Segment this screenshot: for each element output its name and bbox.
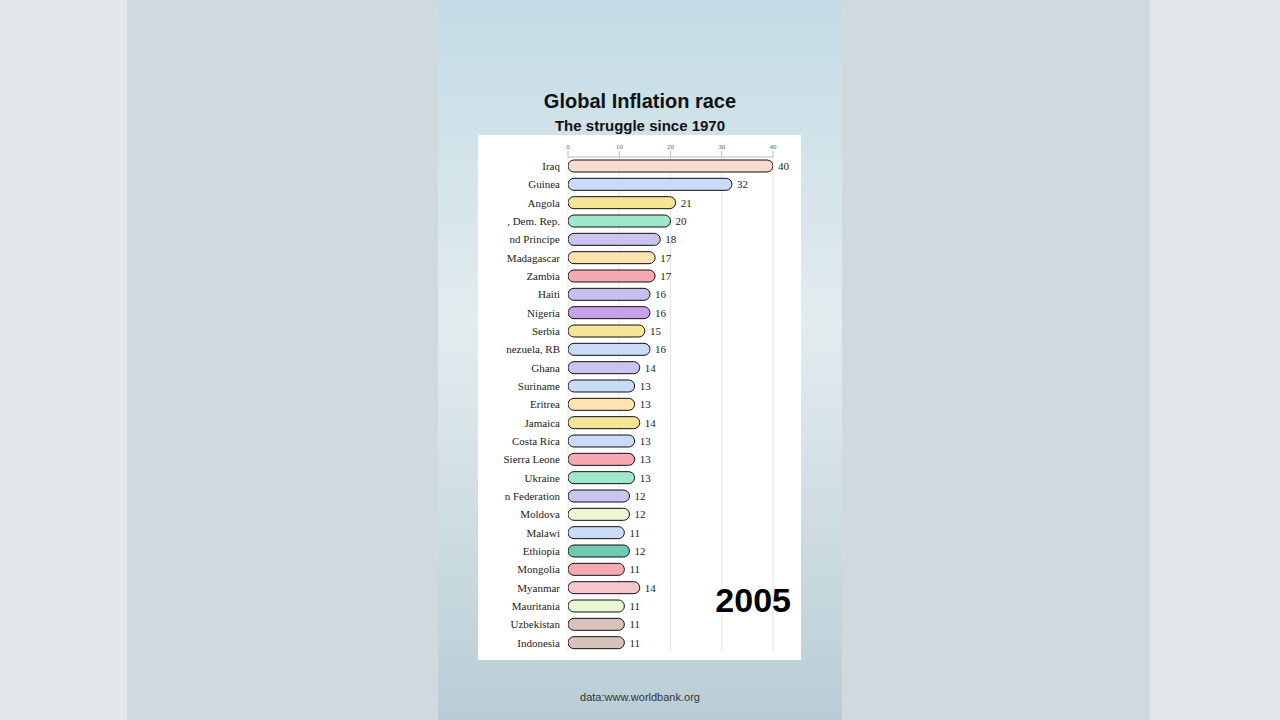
svg-text:13: 13 [640, 398, 652, 410]
svg-text:16: 16 [655, 343, 667, 355]
html-text:2005: 2005 [715, 581, 791, 619]
svg-text:, Dem. Rep.: , Dem. Rep. [507, 215, 560, 227]
svg-text:Guinea: Guinea [528, 178, 560, 190]
svg-text:Mauritania: Mauritania [512, 600, 560, 612]
svg-text:Serbia: Serbia [532, 325, 560, 337]
svg-text:40: 40 [778, 160, 790, 172]
svg-text:Madagascar: Madagascar [507, 252, 560, 264]
svg-text:15: 15 [650, 325, 662, 337]
svg-text:Jamaica: Jamaica [525, 417, 561, 429]
svg-text:10: 10 [616, 143, 624, 151]
svg-text:11: 11 [629, 563, 640, 575]
svg-text:40: 40 [770, 143, 778, 151]
svg-text:12: 12 [635, 545, 646, 557]
svg-text:nd Principe: nd Principe [510, 233, 561, 245]
html-text:The struggle since 1970: The struggle since 1970 [555, 117, 725, 134]
svg-text:17: 17 [660, 270, 672, 282]
svg-text:Angola: Angola [528, 197, 561, 209]
svg-text:18: 18 [665, 233, 677, 245]
svg-text:21: 21 [681, 197, 692, 209]
html-text:Global Inflation race: Global Inflation race [543, 90, 737, 112]
svg-text:Moldova: Moldova [520, 508, 560, 520]
svg-text:14: 14 [645, 417, 657, 429]
svg-text:30: 30 [718, 143, 726, 151]
html-text:data:www.worldbank.org: data:www.worldbank.org [580, 691, 700, 703]
svg-text:16: 16 [655, 288, 667, 300]
svg-text:Uzbekistan: Uzbekistan [511, 618, 561, 630]
svg-text:0: 0 [566, 143, 570, 151]
svg-text:nezuela, RB: nezuela, RB [506, 343, 560, 355]
svg-text:14: 14 [645, 362, 657, 374]
svg-text:13: 13 [640, 472, 652, 484]
svg-text:Malawi: Malawi [526, 527, 560, 539]
svg-text:17: 17 [660, 252, 672, 264]
svg-text:13: 13 [640, 380, 652, 392]
svg-text:13: 13 [640, 435, 652, 447]
svg-text:12: 12 [635, 508, 646, 520]
svg-text:11: 11 [629, 600, 640, 612]
svg-text:11: 11 [629, 618, 640, 630]
svg-text:11: 11 [629, 637, 640, 649]
svg-text:20: 20 [676, 215, 688, 227]
svg-text:Myanmar: Myanmar [517, 582, 560, 594]
svg-text:Sierra Leone: Sierra Leone [504, 453, 561, 465]
svg-text:13: 13 [640, 453, 652, 465]
svg-text:16: 16 [655, 307, 667, 319]
svg-text:Zambia: Zambia [526, 270, 560, 282]
svg-text:n Federation: n Federation [505, 490, 561, 502]
svg-text:Nigeria: Nigeria [527, 307, 560, 319]
svg-text:11: 11 [629, 527, 640, 539]
svg-text:Haiti: Haiti [538, 288, 560, 300]
svg-text:Iraq: Iraq [542, 160, 560, 172]
svg-text:32: 32 [737, 178, 748, 190]
svg-text:Costa Rica: Costa Rica [512, 435, 560, 447]
svg-text:Indonesia: Indonesia [517, 637, 560, 649]
svg-text:20: 20 [667, 143, 675, 151]
svg-text:Mongolia: Mongolia [517, 563, 560, 575]
svg-text:Ethiopia: Ethiopia [523, 545, 560, 557]
svg-text:12: 12 [635, 490, 646, 502]
svg-text:Eritrea: Eritrea [530, 398, 560, 410]
svg-text:Ukraine: Ukraine [525, 472, 561, 484]
svg-text:Suriname: Suriname [518, 380, 560, 392]
svg-text:Ghana: Ghana [531, 362, 560, 374]
svg-text:14: 14 [645, 582, 657, 594]
